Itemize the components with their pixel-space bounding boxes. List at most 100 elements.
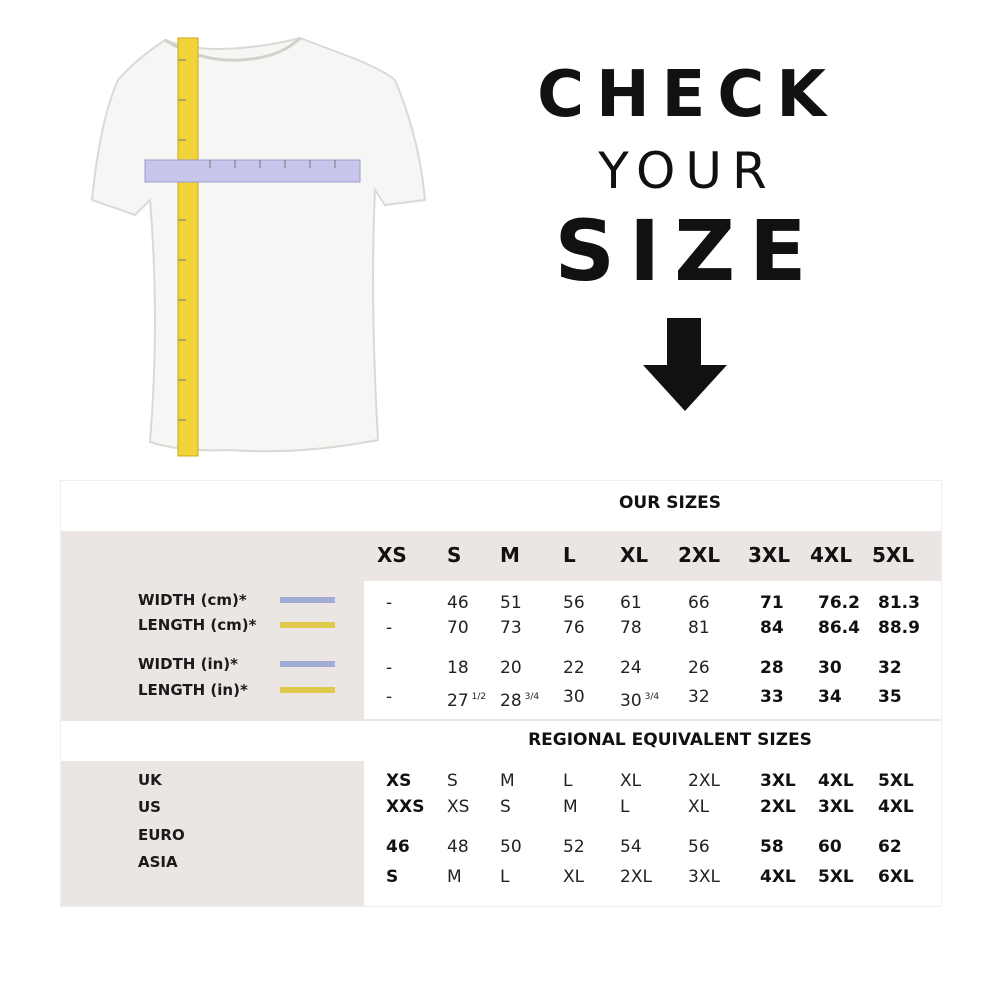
our-sizes-title: OUR SIZES (618, 493, 722, 513)
regional-value: 56 (688, 837, 710, 857)
color-bar (280, 622, 335, 628)
color-bar (280, 661, 335, 667)
regional-value: 3XL (688, 867, 720, 887)
tshirt-illustration (90, 36, 427, 457)
measurement-value: 27 1/2 (447, 687, 486, 711)
color-bar (280, 597, 335, 603)
regional-value: 4XL (760, 867, 796, 887)
measurement-value: 32 (688, 687, 710, 707)
regional-value: 60 (818, 837, 842, 857)
value-whole: 30 (620, 691, 642, 711)
heading-size: SIZE (554, 202, 821, 300)
label-band (61, 761, 364, 906)
measurement-value: - (386, 658, 393, 678)
regional-value: 48 (447, 837, 469, 857)
measurement-label: LENGTH (in)* (138, 681, 248, 699)
measurement-value: 34 (818, 687, 842, 707)
color-bar (280, 687, 335, 693)
measurement-value: 20 (500, 658, 522, 678)
measurement-label: WIDTH (cm)* (138, 591, 247, 609)
measurement-value: 70 (447, 618, 469, 638)
measurement-value: - (386, 618, 393, 638)
heading-check: CHECK (537, 58, 838, 132)
regional-value: 2XL (620, 867, 652, 887)
regional-value: XS (447, 797, 470, 817)
measurement-value: 28 (760, 658, 784, 678)
regional-value: 2XL (760, 797, 796, 817)
regional-value: L (620, 797, 630, 817)
size-table (60, 480, 942, 907)
regional-value: 50 (500, 837, 522, 857)
size-header: XS (377, 543, 407, 567)
regional-value: 5XL (878, 771, 914, 791)
regional-title: REGIONAL EQUIVALENT SIZES (528, 730, 812, 750)
regional-value: 62 (878, 837, 902, 857)
size-header: S (447, 543, 462, 567)
value-fraction: 3/4 (524, 692, 540, 702)
measurement-value: 46 (447, 593, 469, 613)
measurement-value: 26 (688, 658, 710, 678)
size-header: XL (620, 543, 649, 567)
measurement-value: 66 (688, 593, 710, 613)
regional-value: 54 (620, 837, 642, 857)
size-header: 3XL (748, 543, 791, 567)
measurement-value: 71 (760, 593, 784, 613)
measurement-value: 24 (620, 658, 642, 678)
regional-value: S (500, 797, 511, 817)
measurement-value: 32 (878, 658, 902, 678)
regional-value: M (500, 771, 515, 791)
measurement-value: 88.9 (878, 618, 920, 638)
regional-value: XL (688, 797, 710, 817)
value-whole: 27 (447, 691, 469, 711)
measurement-value: 76.2 (818, 593, 860, 613)
measurement-value: 30 3/4 (620, 687, 659, 711)
heading-your: YOUR (598, 142, 777, 200)
regional-value: XL (620, 771, 642, 791)
regional-value: M (563, 797, 578, 817)
regional-value: XL (563, 867, 585, 887)
regional-value: 5XL (818, 867, 854, 887)
measurement-value: 18 (447, 658, 469, 678)
value-whole: 28 (500, 691, 522, 711)
measurement-value: 81 (688, 618, 710, 638)
measurement-value: 78 (620, 618, 642, 638)
size-header: 5XL (872, 543, 915, 567)
size-header: L (563, 543, 576, 567)
regional-value: 4XL (818, 771, 854, 791)
measurement-value: 35 (878, 687, 902, 707)
header-band (61, 531, 941, 581)
regional-value: XXS (386, 797, 425, 817)
measurement-value: 56 (563, 593, 585, 613)
regional-value: S (386, 867, 399, 887)
measurement-value: 86.4 (818, 618, 860, 638)
down-arrow (643, 318, 727, 411)
regional-value: 4XL (878, 797, 914, 817)
regional-value: S (447, 771, 458, 791)
label-band (61, 581, 364, 719)
measurement-value: 84 (760, 618, 784, 638)
regional-value: XS (386, 771, 412, 791)
regional-value: M (447, 867, 462, 887)
regional-value: 52 (563, 837, 585, 857)
region-label: ASIA (138, 853, 178, 871)
regional-value: 3XL (818, 797, 854, 817)
measurement-value: 81.3 (878, 593, 920, 613)
measurement-value: 33 (760, 687, 784, 707)
regional-value: 3XL (760, 771, 796, 791)
value-fraction: 3/4 (644, 692, 660, 702)
region-label: UK (138, 771, 162, 789)
regional-value: 58 (760, 837, 784, 857)
measurement-label: LENGTH (cm)* (138, 616, 257, 634)
regional-value: 2XL (688, 771, 720, 791)
measurement-value: 51 (500, 593, 522, 613)
measurement-value: 73 (500, 618, 522, 638)
regional-value: 6XL (878, 867, 914, 887)
regional-value: L (563, 771, 573, 791)
measurement-value: 22 (563, 658, 585, 678)
value-fraction: 1/2 (471, 692, 487, 702)
divider (61, 719, 941, 721)
size-header: M (500, 543, 520, 567)
measurement-label: WIDTH (in)* (138, 655, 238, 673)
measurement-value: 28 3/4 (500, 687, 539, 711)
measurement-value: 61 (620, 593, 642, 613)
